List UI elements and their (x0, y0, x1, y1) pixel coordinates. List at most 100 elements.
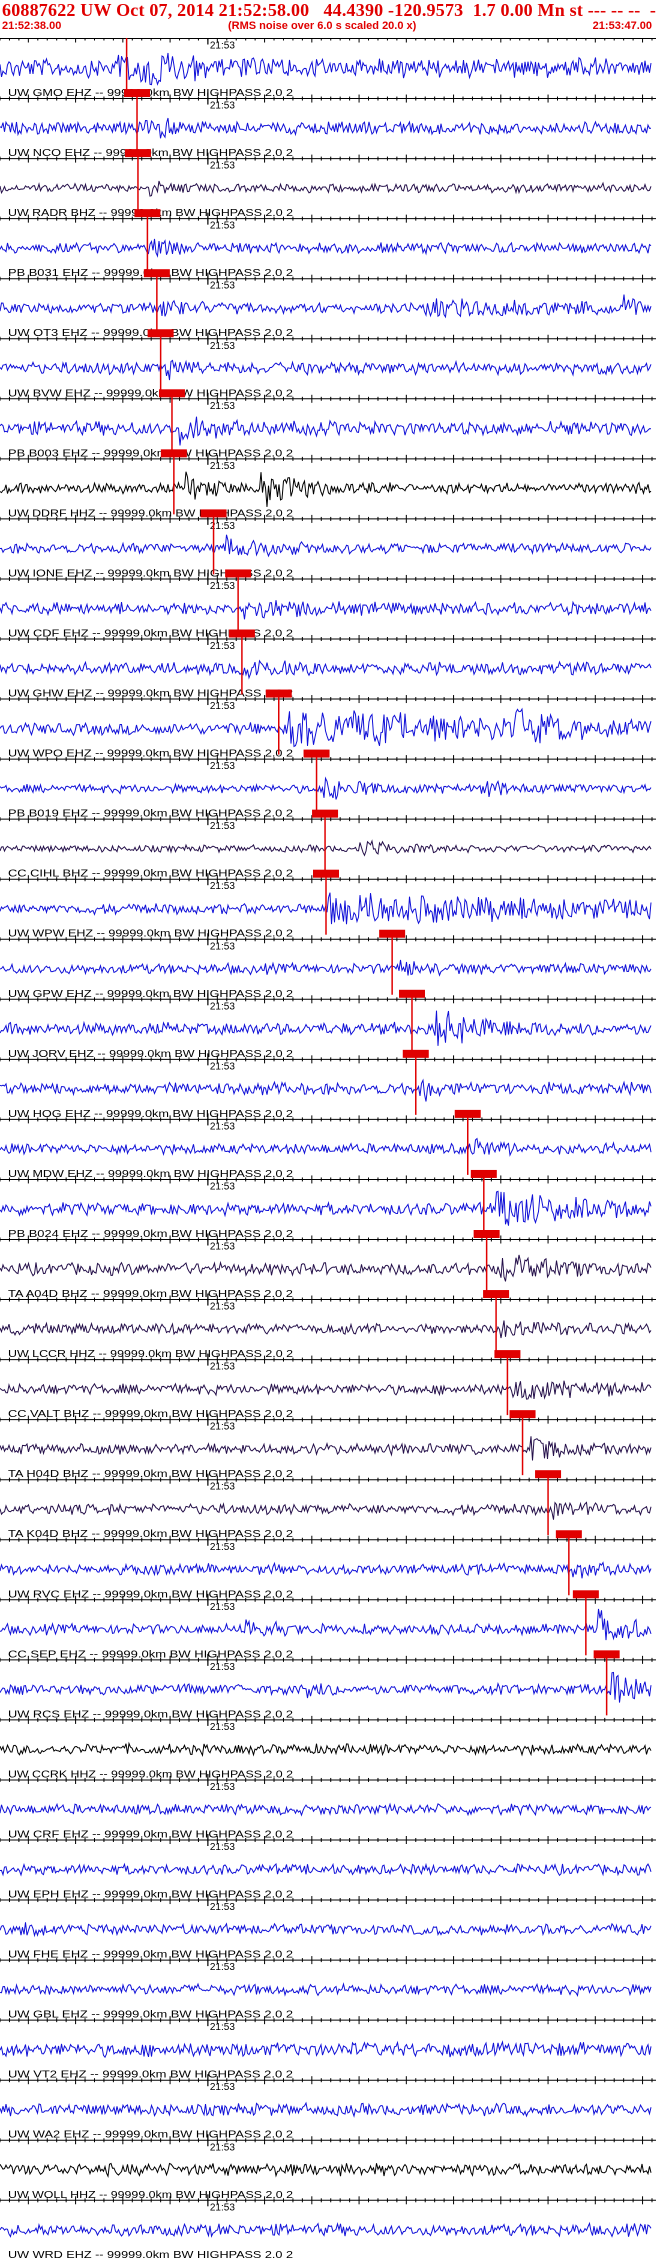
station-label: UW CRF EHZ -- 99999.0km BW HIGHPASS 2.0 … (8, 1828, 293, 1840)
minute-tick-label: 21:53 (210, 281, 235, 292)
pick-marker (483, 1290, 510, 1299)
minute-tick-label: 21:53 (210, 101, 235, 112)
trace-row: 21:53 UW RVC EHZ -- 99999.0km BW HIGHPASS… (0, 1530, 656, 1600)
station-label: UW EPH EHZ -- 99999.0km BW HIGHPASS 2.0 … (8, 1889, 293, 1901)
trace-row: 21:53 TA K04D BHZ -- 99999.0km BW HIGHPAS… (0, 1470, 656, 1540)
minute-tick-label: 21:53 (210, 1662, 235, 1673)
pick-marker (470, 1169, 497, 1178)
waveform (0, 1501, 652, 1520)
waveform (0, 1078, 652, 1102)
minute-tick-label: 21:53 (210, 1302, 235, 1313)
minute-tick-label: 21:53 (210, 521, 235, 532)
station-label: UW BVW EHZ -- 99999.0km BW HIGHPASS 2.0 … (8, 387, 293, 399)
trace-row: 21:53 UW WPW EHZ -- 99999.0km BW HIGHPASS… (0, 869, 656, 940)
pick-marker (572, 1590, 599, 1599)
trace-row: 21:53 PB B024 EHZ -- 99999.0km BW HIGHPAS… (0, 1169, 656, 1240)
waveform (0, 959, 652, 977)
minute-tick-label: 21:53 (210, 1422, 235, 1433)
waveform (0, 1436, 652, 1461)
waveform (0, 1561, 652, 1579)
waveform (0, 416, 652, 446)
station-label: UW GHW EHZ -- 99999.0km BW HIGHPASS 2.0 … (8, 688, 293, 700)
station-label: UW RVC EHZ -- 99999.0km BW HIGHPASS 2.0 … (8, 1588, 293, 1600)
trace-row: 21:53 UW WRD EHZ -- 99999.0km BW HIGHPASS… (0, 2194, 656, 2258)
waveform (0, 1802, 652, 1817)
station-label: UW WA2 EHZ -- 99999.0km BW HIGHPASS 2.0 … (8, 2129, 293, 2141)
minute-tick-label: 21:53 (210, 2142, 235, 2153)
trace-row: 21:53 UW CDF EHZ -- 99999.0km BW HIGHPASS… (0, 569, 656, 639)
waveform (0, 707, 652, 748)
minute-tick-label: 21:53 (210, 2022, 235, 2033)
minute-tick-label: 21:53 (210, 1001, 235, 1012)
waveform (0, 117, 652, 139)
station-label: UW VT2 EHZ -- 99999.0km BW HIGHPASS 2.0 … (8, 2069, 293, 2081)
trace-row: 21:53 UW EPH EHZ -- 99999.0km BW HIGHPASS… (0, 1834, 656, 1901)
station-label: CC SEP EHZ -- 99999.0km BW HIGHPASS 2.0 … (8, 1648, 293, 1660)
start-time: 21:52:38.00 (2, 20, 62, 32)
station-label: UW HOG EHZ -- 99999.0km BW HIGHPASS 2.0 … (8, 1108, 293, 1120)
station-label: UW WOLL HHZ -- 99999.0km BW HIGHPASS 2.0… (8, 2189, 293, 2201)
station-label: UW MDW EHZ -- 99999.0km BW HIGHPASS 2.0 … (8, 1168, 293, 1180)
pick-marker (494, 1350, 521, 1359)
pick-marker (228, 629, 255, 638)
minute-tick-label: 21:53 (210, 341, 235, 352)
seismogram-plot: 21:53 UW GMO EHZ -- 99999.0km BW HIGHPASS… (0, 38, 656, 2258)
minute-tick-label: 21:53 (210, 641, 235, 652)
trace-row: 21:53 UW RCS EHZ -- 99999.0km BW HIGHPASS… (0, 1650, 656, 1720)
waveform (0, 1380, 652, 1400)
pick-marker (555, 1530, 582, 1539)
waveform (0, 600, 652, 620)
waveform (0, 2162, 652, 2179)
waveform (0, 1862, 652, 1877)
pick-marker (402, 1049, 429, 1058)
trace-row: 21:53 UW GPW EHZ -- 99999.0km BW HIGHPASS… (0, 929, 656, 1000)
end-time: 21:53:47.00 (592, 20, 652, 32)
station-label: UW JORV EHZ -- 99999.0km BW HIGHPASS 2.0… (8, 1048, 293, 1060)
minute-tick-label: 21:53 (210, 161, 235, 172)
trace-row: 21:53 PB B019 EHZ -- 99999.0km BW HIGHPAS… (0, 749, 656, 820)
station-label: PB B003 EHZ -- 99999.0km BW HIGHPASS 2.0… (8, 447, 293, 459)
waveform (0, 1922, 652, 1938)
waveform (0, 1982, 652, 1997)
station-label: UW WPO EHZ -- 99999.0km BW HIGHPASS 2.0 … (8, 748, 293, 760)
pick-marker (312, 809, 339, 818)
trace-row: 21:53 UW CRF EHZ -- 99999.0km BW HIGHPASS… (0, 1773, 656, 1840)
waveform (0, 1741, 652, 1758)
pick-marker (535, 1470, 562, 1479)
trace-row: 21:53 UW IONE EHZ -- 99999.0km BW HIGHPAS… (0, 509, 656, 579)
station-label: UW GPW EHZ -- 99999.0km BW HIGHPASS 2.0 … (8, 988, 293, 1000)
trace-row: 21:53 TA H04D BHZ -- 99999.0km BW HIGHPAS… (0, 1410, 656, 1480)
pick-marker (124, 149, 151, 158)
station-label: UW CDF EHZ -- 99999.0km BW HIGHPASS 2.0 … (8, 627, 293, 639)
minute-tick-label: 21:53 (210, 1542, 235, 1553)
pick-marker (593, 1650, 620, 1659)
trace-row: 21:53 UW GBL EHZ -- 99999.0km BW HIGHPASS… (0, 1954, 656, 2021)
waveform (0, 1320, 652, 1339)
station-label: UW WRD EHZ -- 99999.0km BW HIGHPASS 2.0 … (8, 2249, 293, 2258)
rms-note: (RMS noise over 6.0 s scaled 20.0 x) (228, 20, 417, 32)
trace-row: 21:53 UW GMO EHZ -- 99999.0km BW HIGHPASS… (0, 38, 656, 99)
pick-marker (160, 449, 187, 458)
minute-tick-label: 21:53 (210, 1902, 235, 1913)
station-label: UW DDRF HHZ -- 99999.0km BW HIGHPASS 2.0… (8, 507, 293, 519)
waveform (0, 1254, 652, 1282)
station-label: CC CIHL BHZ -- 99999.0km BW HIGHPASS 2.0… (8, 868, 293, 880)
minute-tick-label: 21:53 (210, 2082, 235, 2093)
waveform (0, 238, 652, 258)
trace-row: 21:53 UW DDRF HHZ -- 99999.0km BW HIGHPAS… (0, 449, 656, 519)
pick-marker (303, 749, 330, 758)
waveform (0, 776, 652, 800)
minute-tick-label: 21:53 (210, 41, 235, 52)
waveform (0, 1010, 652, 1046)
trace-row: 21:53 UW HOG EHZ -- 99999.0km BW HIGHPASS… (0, 1049, 656, 1120)
minute-tick-label: 21:53 (210, 701, 235, 712)
station-label: PB B024 EHZ -- 99999.0km BW HIGHPASS 2.0… (8, 1228, 293, 1240)
pick-marker (225, 569, 252, 578)
station-label: TA A04D BHZ -- 99999.0km BW HIGHPASS 2.0… (8, 1288, 293, 1300)
station-label: UW RCS EHZ -- 99999.0km BW HIGHPASS 2.0 … (8, 1708, 293, 1720)
trace-row: 21:53 UW CCRK HHZ -- 99999.0km BW HIGHPAS… (0, 1713, 656, 1780)
waveform (0, 2040, 652, 2059)
pick-marker (473, 1230, 500, 1238)
station-label: TA K04D BHZ -- 99999.0km BW HIGHPASS 2.0… (8, 1528, 293, 1540)
